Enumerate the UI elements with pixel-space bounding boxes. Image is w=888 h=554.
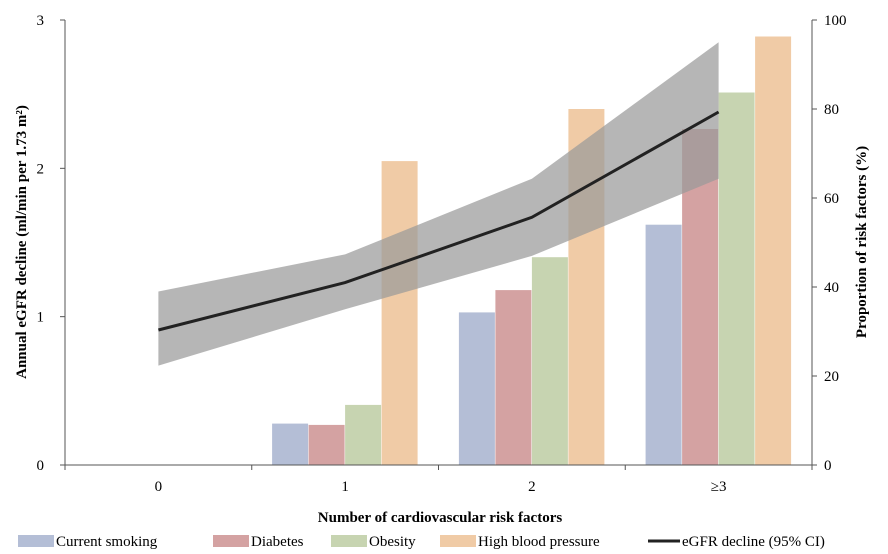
bar-current-smoking-2	[458, 312, 495, 465]
y-axis-left-title: Annual eGFR decline (ml/min per 1.73 m²)	[14, 105, 30, 379]
legend: Current smoking Diabetes Obesity High blood…	[18, 534, 825, 550]
legend-label-egfr: eGFR decline (95% CI)	[682, 534, 825, 550]
x-tick-label: ≥3	[711, 479, 727, 495]
x-tick-label: 0	[155, 479, 163, 495]
bar-current-smoking-3	[645, 224, 682, 465]
y-right-tick-label: 80	[824, 102, 839, 118]
x-tick-label: 2	[528, 479, 536, 495]
legend-swatch	[331, 535, 367, 547]
legend-label: High blood pressure	[478, 534, 600, 550]
legend-label: Current smoking	[56, 534, 158, 550]
legend-label: Diabetes	[251, 534, 304, 550]
bar-obesity-1	[345, 404, 382, 465]
y-left-tick-label: 1	[37, 310, 45, 326]
bar-obesity-2	[531, 257, 568, 465]
y-right-tick-label: 20	[824, 369, 839, 385]
bar-group	[272, 36, 792, 465]
bar-diabetes-1	[308, 424, 345, 465]
x-ticks: 0 1 2 ≥3	[64, 465, 813, 495]
bar-diabetes-2	[495, 290, 532, 465]
y-left-tick-label: 0	[37, 458, 45, 474]
y-left-tick-label: 2	[37, 161, 45, 177]
y-left-tick-label: 3	[37, 13, 45, 29]
y-ticks-left: 0 1 2 3	[37, 13, 65, 474]
legend-label: Obesity	[369, 534, 416, 550]
y-ticks-right: 0 20 40 60 80 100	[812, 13, 847, 474]
x-tick-label: 1	[341, 479, 349, 495]
bar-current-smoking-1	[272, 423, 309, 465]
y-right-tick-label: 0	[824, 458, 832, 474]
y-axis-right-title: Proportion of risk factors (%)	[854, 146, 870, 338]
legend-swatch	[213, 535, 249, 547]
y-right-tick-label: 40	[824, 280, 839, 296]
bar-high-blood-pressure-1	[381, 161, 418, 465]
y-right-tick-label: 60	[824, 191, 839, 207]
y-right-tick-label: 100	[824, 13, 847, 29]
bar-obesity-3	[718, 92, 755, 465]
bar-high-blood-pressure-3	[755, 36, 792, 465]
legend-swatch	[440, 535, 476, 547]
legend-swatch	[18, 535, 54, 547]
egfr-line	[158, 110, 720, 332]
x-axis-title: Number of cardiovascular risk factors	[318, 510, 563, 526]
confidence-band	[158, 42, 719, 366]
